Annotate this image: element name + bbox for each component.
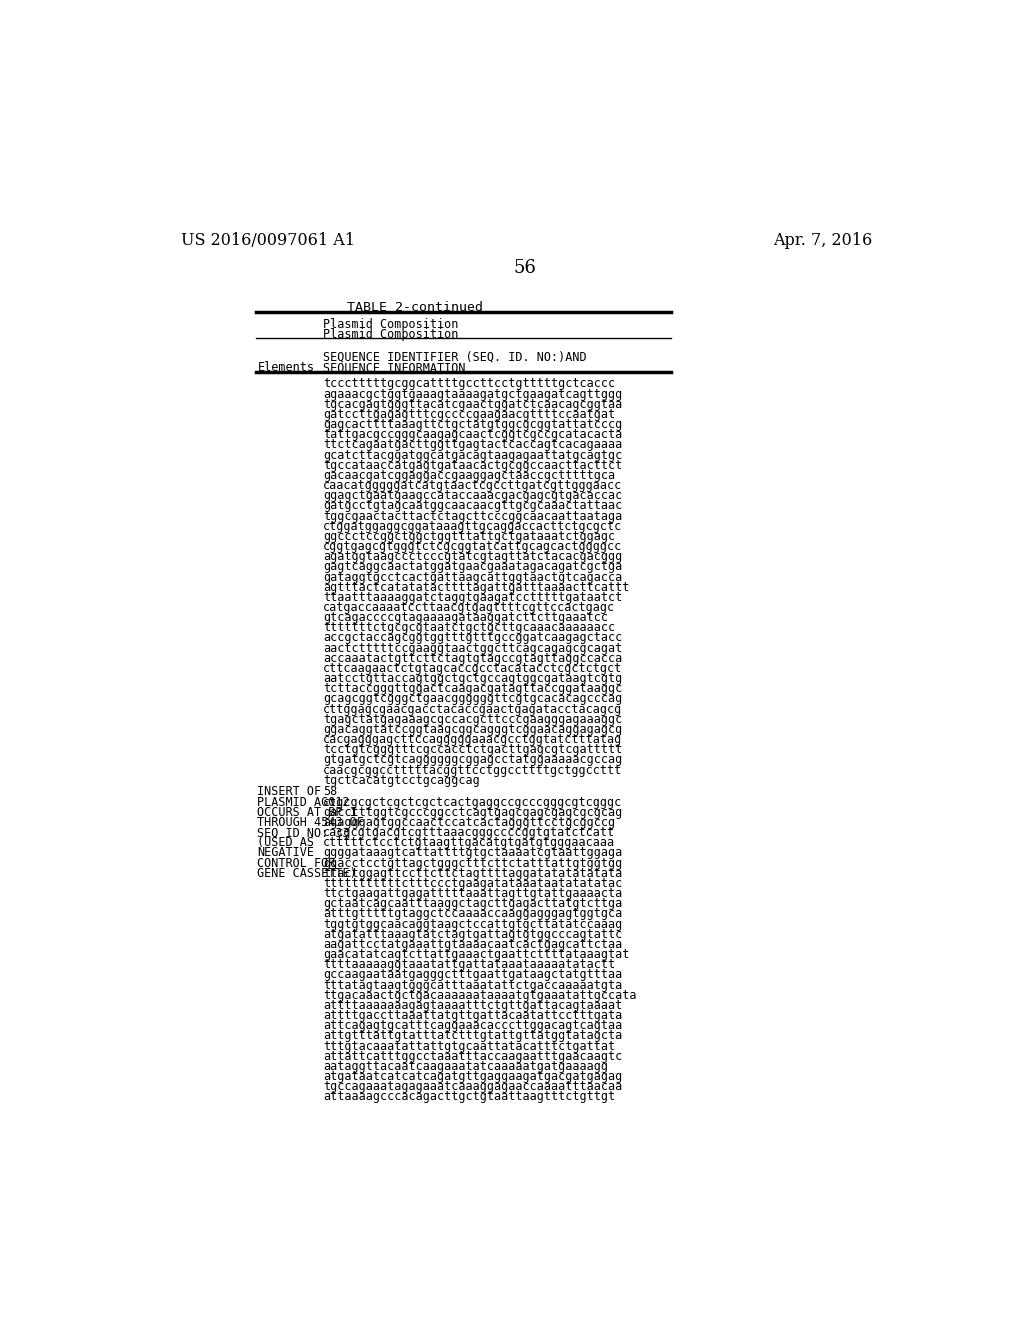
Text: attgtttattgtatttatctttgtattgttatggtatagcta: attgtttattgtatttatctttgtattgttatggtatagc… [324,1030,623,1043]
Text: SEQUENCE INFORMATION: SEQUENCE INFORMATION [324,362,466,374]
Text: ttaatttaaaaggatctaggtgaagatcctttttgataatct: ttaatttaaaaggatctaggtgaagatcctttttgataat… [324,591,623,603]
Text: CONTROL FOR: CONTROL FOR [257,857,336,870]
Text: gtgatgctcgtcaggggggcggagcctatggaaaaacgccag: gtgatgctcgtcaggggggcggagcctatggaaaaacgcc… [324,754,623,767]
Text: ggacaggtatccggtaagcggcagggtcggaacaggagagcg: ggacaggtatccggtaagcggcagggtcggaacaggagag… [324,723,623,737]
Text: accgctaccagcggtggtttgtttgccggatcaagagctacc: accgctaccagcggtggtttgtttgccggatcaagagcta… [324,631,623,644]
Text: tgagctatgagaaagcgccacgcttcccgaagggagaaaggc: tgagctatgagaaagcgccacgcttcccgaagggagaaag… [324,713,623,726]
Text: aactctttttccgaaggtaactggcttcagcagagcgcagat: aactctttttccgaaggtaactggcttcagcagagcgcag… [324,642,623,655]
Text: attattcatttggcctaaatttaccaagaatttgaacaagtc: attattcatttggcctaaatttaccaagaatttgaacaag… [324,1049,623,1063]
Text: PLASMID AG012: PLASMID AG012 [257,796,350,809]
Text: gagtcaggcaactatggatgaacgaaatagacagatcgctga: gagtcaggcaactatggatgaacgaaatagacagatcgct… [324,561,623,573]
Text: THROUGH 4543 OF: THROUGH 4543 OF [257,816,365,829]
Text: aataggttacaatcaagaaatatcaaaaatgatgaaaagg: aataggttacaatcaagaaatatcaaaaatgatgaaaagg [324,1060,608,1073]
Text: ttactggagttccttcttctagttttaggatatatatatata: ttactggagttccttcttctagttttaggatatatatata… [324,867,623,880]
Text: ttctgaagattgagatttttaaattagttgtattgaaaacta: ttctgaagattgagatttttaaattagttgtattgaaaac… [324,887,623,900]
Text: GENE CASSETTE): GENE CASSETTE) [257,867,357,880]
Text: ggacctcctgttagctgggctttcttctatttattgtggtgg: ggacctcctgttagctgggctttcttctatttattgtggt… [324,857,623,870]
Text: cacgagggagcttccagggggaaacgcctggtatctttatag: cacgagggagcttccagggggaaacgcctggtatctttat… [324,733,623,746]
Text: ttctcagaatgacttggttgagtactcaccagtcacagaaaa: ttctcagaatgacttggttgagtactcaccagtcacagaa… [324,438,623,451]
Text: Elements: Elements [257,362,314,374]
Text: agtttactcatatatacttttagattgatttaaaacttcattt: agtttactcatatatacttttagattgatttaaaacttca… [324,581,630,594]
Text: ttgacaaactgctgacaaaaaataaaatgtgaaatattgccata: ttgacaaactgctgacaaaaaataaaatgtgaaatattgc… [324,989,637,1002]
Text: 56: 56 [513,259,537,276]
Text: gatccttgagagtttcgccccgaagaacgttttccaatgat: gatccttgagagtttcgccccgaagaacgttttccaatga… [324,408,615,421]
Text: ctggatggaggcggataaagttgcaggaccacttctgcgctc: ctggatggaggcggataaagttgcaggaccacttctgcgc… [324,520,623,533]
Text: tggcgaactacttactctagcttcccggcaacaattaataga: tggcgaactacttactctagcttcccggcaacaattaata… [324,510,623,523]
Text: agatggtaagccctcccgtatcgtagttatctacacgacggg: agatggtaagccctcccgtatcgtagttatctacacgacg… [324,550,623,564]
Text: tggtgtggcaacaggtaagctccattgtgcttatatccaaag: tggtgtggcaacaggtaagctccattgtgcttatatccaa… [324,917,623,931]
Text: gctaatcagcaatttaaggctagcttgagacttatgtcttga: gctaatcagcaatttaaggctagcttgagacttatgtctt… [324,898,623,911]
Text: gatgcctgtagcaatggcaacaacgttgcgcaaactattaac: gatgcctgtagcaatggcaacaacgttgcgcaaactatta… [324,499,623,512]
Text: cacgcgtgacgtcgtttaaacgggccccggtgtatctcatt: cacgcgtgacgtcgtttaaacgggccccggtgtatctcat… [324,826,615,840]
Text: gagcacttttaaagttctgctatgtggcgcggtattatcccg: gagcacttttaaagttctgctatgtggcgcggtattatcc… [324,418,623,432]
Text: gtcagaccccgtagaaaagataaggatcttcttgaaatcc: gtcagaccccgtagaaaagataaggatcttcttgaaatcc [324,611,608,624]
Text: cttcaagaactctgtagcaccgcctacatacctcgctctgct: cttcaagaactctgtagcaccgcctacatacctcgctctg… [324,663,623,675]
Text: INSERT OF: INSERT OF [257,785,322,799]
Text: agaaacgctggtgaaagtaaaagatgctgaagatcagttggg: agaaacgctggtgaaagtaaaagatgctgaagatcagttg… [324,388,623,400]
Text: tgccagaaatagagaaatcaaaggagaaccaaaatttaacaa: tgccagaaatagagaaatcaaaggagaaccaaaatttaac… [324,1080,623,1093]
Text: gcatcttacggatggcatgacagtaagagaattatgcagtgc: gcatcttacggatggcatgacagtaagagaattatgcagt… [324,449,623,462]
Text: attcagagtgcatttcaggaaacacccttggacagtcagtaa: attcagagtgcatttcaggaaacacccttggacagtcagt… [324,1019,623,1032]
Text: atgatatttaaagtatctagtgattagtgtggcccagtattc: atgatatttaaagtatctagtgattagtgtggcccagtat… [324,928,623,941]
Text: 58: 58 [324,785,338,799]
Text: ggggataaagtcattattttgtgctaaaatcgtaattggaga: ggggataaagtcattattttgtgctaaaatcgtaattgga… [324,846,623,859]
Text: attaaaagcccacagacttgctgtaattaagtttctgttgt: attaaaagcccacagacttgctgtaattaagtttctgttg… [324,1090,615,1104]
Text: attttaaaaaaagagtaaaatttctgttgattacagtaaaat: attttaaaaaaagagtaaaatttctgttgattacagtaaa… [324,999,623,1012]
Text: accaaatactgttcttctagtgtagccgtagttaggccacca: accaaatactgttcttctagtgtagccgtagttaggccac… [324,652,623,665]
Text: Plasmid Composition: Plasmid Composition [324,318,459,331]
Text: ggccctccggctggctggtttattgctgataaatctggagc: ggccctccggctggctggtttattgctgataaatctggag… [324,529,615,543]
Text: gacaacgatcggaggaccgaaggagctaaccgctttttgca: gacaacgatcggaggaccgaaggagctaaccgctttttgc… [324,469,615,482]
Text: catgaccaaaatccttaacgtgagttttcgttccactgagc: catgaccaaaatccttaacgtgagttttcgttccactgag… [324,601,615,614]
Text: ctgcgcgctcgctcgctcactgaggccgcccgggcgtcgggc: ctgcgcgctcgctcgctcactgaggccgcccgggcgtcgg… [324,796,623,809]
Text: ctttttctcctctgtaagttgacatgtgatgtgggaacaaa: ctttttctcctctgtaagttgacatgtgatgtgggaacaa… [324,837,615,849]
Text: tgccataaccatgagtgataacactgcggccaacttacttct: tgccataaccatgagtgataacactgcggccaacttactt… [324,459,623,471]
Text: tcctgtcgggtttcgccacctctgacttgagcgtcgattttt: tcctgtcgggtttcgccacctctgacttgagcgtcgattt… [324,743,623,756]
Text: Apr. 7, 2016: Apr. 7, 2016 [773,231,872,248]
Text: tttttttctgcgcgtaatctgctgcttgcaaacaaaaaacc: tttttttctgcgcgtaatctgctgcttgcaaacaaaaaac… [324,622,615,635]
Text: SEQUENCE IDENTIFIER (SEQ. ID. NO:)AND: SEQUENCE IDENTIFIER (SEQ. ID. NO:)AND [324,351,587,364]
Text: tttgtacaaatattattgtgcaattatacatttctgattat: tttgtacaaatattattgtgcaattatacatttctgatta… [324,1040,615,1052]
Text: tttttttttttctttccctgaagatataaataatatatatac: tttttttttttctttccctgaagatataaataatatatat… [324,876,623,890]
Text: ggagctgaatgaagccataccaaacgacgagcgtgacaccac: ggagctgaatgaagccataccaaacgacgagcgtgacacc… [324,490,623,502]
Text: aatcctgttaccagtggctgctgccagtggcgataagtcgtg: aatcctgttaccagtggctgctgccagtggcgataagtcg… [324,672,623,685]
Text: (USED AS: (USED AS [257,837,314,849]
Text: gaacatatcagtcttattgaaactgaattcttttataaagtat: gaacatatcagtcttattgaaactgaattcttttataaag… [324,948,630,961]
Text: tgcacgagtgggttacatcgaactggatctcaacagcggtaa: tgcacgagtgggttacatcgaactggatctcaacagcggt… [324,397,623,411]
Text: SEQ ID NO: 33: SEQ ID NO: 33 [257,826,350,840]
Text: tccctttttgcggcattttgccttcctgtttttgctcaccc: tccctttttgcggcattttgccttcctgtttttgctcacc… [324,378,615,391]
Text: TABLE 2-continued: TABLE 2-continued [347,301,482,314]
Text: cttggagcgaacgacctacaccgaactgagatacctacagcg: cttggagcgaacgacctacaccgaactgagatacctacag… [324,702,623,715]
Text: agagggagtggccaactccatcactagggttcctgcggccg: agagggagtggccaactccatcactagggttcctgcggcc… [324,816,615,829]
Text: US 2016/0097061 A1: US 2016/0097061 A1 [180,231,354,248]
Text: tattgacgccgggcaagagcaactcggtcgccgcatacacta: tattgacgccgggcaagagcaactcggtcgccgcatacac… [324,428,623,441]
Text: Plasmid Composition: Plasmid Composition [324,327,459,341]
Text: caacgcggcctttttacggttcctggccttttgctggccttt: caacgcggcctttttacggttcctggccttttgctggcct… [324,763,623,776]
Text: gacctttggtcgcccggcctcagtgagcgagcgagcgcgcag: gacctttggtcgcccggcctcagtgagcgagcgagcgcgc… [324,805,623,818]
Text: ttttaaaaaggtaaatattgattataaataaaaatatactt: ttttaaaaaggtaaatattgattataaataaaaatatact… [324,958,615,972]
Text: aagattcctatgaaattgtaaaacaatcactgagcattctaa: aagattcctatgaaattgtaaaacaatcactgagcattct… [324,939,623,950]
Text: OCCURS AT BP 1: OCCURS AT BP 1 [257,805,357,818]
Text: gataggtgcctcactgattaagcattggtaactgtcagacca: gataggtgcctcactgattaagcattggtaactgtcagac… [324,570,623,583]
Text: tttatagtaagtgggcatttaaatattctgaccaaaaatgta: tttatagtaagtgggcatttaaatattctgaccaaaaatg… [324,978,623,991]
Text: NEGATIVE: NEGATIVE [257,846,314,859]
Text: caacatgggggatcatgtaactcgccttgatcgttgggaacc: caacatgggggatcatgtaactcgccttgatcgttgggaa… [324,479,623,492]
Text: cggtgagcgtgggtctcgcggtatcattgcagcactggggcc: cggtgagcgtgggtctcgcggtatcattgcagcactgggg… [324,540,623,553]
Text: atgataatcatcatcagatgttgaggaagatgacgatgagag: atgataatcatcatcagatgttgaggaagatgacgatgag… [324,1071,623,1084]
Text: gccaagaataatgagggctttgaattgataagctatgtttaa: gccaagaataatgagggctttgaattgataagctatgttt… [324,969,623,982]
Text: tgctcacatgtcctgcaggcag: tgctcacatgtcctgcaggcag [324,774,480,787]
Text: atttgtttttgtaggctccaaaaccaaggagggagtggtgca: atttgtttttgtaggctccaaaaccaaggagggagtggtg… [324,907,623,920]
Text: tcttaccgggttggactcaagacgatagttaccggataaggc: tcttaccgggttggactcaagacgatagttaccggataag… [324,682,623,696]
Text: attttgaccttaaattatgttgattacaatattcctttgata: attttgaccttaaattatgttgattacaatattcctttga… [324,1008,623,1022]
Text: gcagcggtcgggctgaacggggggttcgtgcacacagcccag: gcagcggtcgggctgaacggggggttcgtgcacacagccc… [324,693,623,705]
